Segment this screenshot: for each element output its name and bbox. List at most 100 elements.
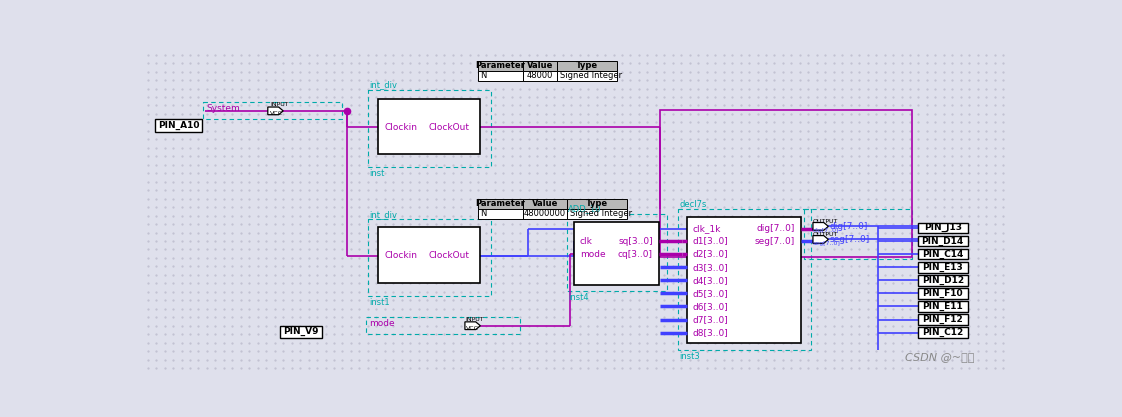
Text: N: N [480,71,487,80]
Bar [523,71,558,81]
Text: PIN_D14: PIN_D14 [921,236,964,246]
Text: d8[3..0]: d8[3..0] [692,328,728,337]
Bar [368,90,491,167]
Bar [367,317,521,334]
Bar [155,119,202,132]
Text: 48000000: 48000000 [524,209,567,218]
Text: clk_1k: clk_1k [692,224,720,233]
Text: VCC: VCC [270,111,283,116]
Bar [918,314,967,325]
Text: PIN_C14: PIN_C14 [922,249,964,259]
Bar [378,227,480,283]
Text: mode: mode [369,319,394,328]
Text: dig[7..0]: dig[7..0] [756,224,794,233]
Text: seg[7..0]: seg[7..0] [754,236,794,246]
Bar [918,223,967,233]
Bar [558,61,617,71]
Polygon shape [813,223,828,230]
Text: inst: inst [369,168,385,178]
Text: PIN_A10: PIN_A10 [158,121,200,130]
Text: int_div: int_div [369,80,397,89]
Bar [523,198,568,208]
Bar [918,249,967,259]
Text: Signed Integer: Signed Integer [560,71,622,80]
Bar [568,208,627,219]
Bar [478,208,523,219]
Text: Parameter: Parameter [476,199,525,208]
Text: int_div: int_div [369,210,397,219]
Text: inst4: inst4 [568,293,589,301]
Bar [918,288,967,299]
Text: d7[3..0]: d7[3..0] [692,315,728,324]
Text: Parameter: Parameter [476,61,525,70]
Text: INPUT: INPUT [466,317,485,322]
Text: ClockOut: ClockOut [429,251,469,260]
Text: PIN_D12: PIN_D12 [921,276,964,285]
Bar [478,61,523,71]
Bar [558,71,617,81]
Text: PIN_F10: PIN_F10 [922,289,963,298]
Text: d3[3..0]: d3[3..0] [692,263,728,272]
Text: d1[3..0]: d1[3..0] [692,236,728,246]
Polygon shape [268,107,283,115]
Bar [918,275,967,286]
Bar [574,222,659,285]
Text: PIN_J13: PIN_J13 [923,224,962,233]
Text: INPUT: INPUT [270,102,288,107]
Bar [661,110,911,257]
Bar [280,326,322,338]
Text: Value: Value [527,61,553,70]
Bar [678,209,810,350]
Bar [378,98,480,154]
Text: mode: mode [580,250,605,259]
Text: seg[7..0]: seg[7..0] [812,241,840,246]
Polygon shape [465,322,480,329]
Text: ClockOut: ClockOut [429,123,469,131]
Text: d4[3..0]: d4[3..0] [692,276,728,285]
Text: PIN_F12: PIN_F12 [922,315,963,324]
Text: sq[3..0]: sq[3..0] [618,236,653,246]
Bar [918,262,967,273]
Text: N: N [480,209,487,218]
Text: VCC: VCC [466,326,479,331]
Text: Value: Value [532,199,558,208]
Text: dig[7..0]: dig[7..0] [830,222,868,231]
Bar [918,327,967,338]
Text: d2[3..0]: d2[3..0] [692,250,728,259]
Bar [803,209,911,259]
Text: Clockin: Clockin [384,123,417,131]
Polygon shape [813,236,828,243]
Bar [918,236,967,246]
Bar [687,217,801,343]
Text: d5[3..0]: d5[3..0] [692,289,728,298]
Text: PIN_C12: PIN_C12 [922,328,964,337]
Bar [203,103,342,119]
Text: d6[3..0]: d6[3..0] [692,302,728,311]
Text: inst3: inst3 [680,352,700,361]
Text: cq[3..0]: cq[3..0] [618,250,653,259]
Bar [568,198,627,208]
Bar [523,208,568,219]
Text: decl7s: decl7s [680,200,707,208]
Text: OUTPUT: OUTPUT [812,232,837,237]
Text: System: System [206,104,240,113]
Text: ADD_10: ADD_10 [568,204,601,213]
Text: Clockin: Clockin [384,251,417,260]
Text: 48000: 48000 [527,71,553,80]
Text: Signed Integer: Signed Integer [570,209,632,218]
Text: PIN_E11: PIN_E11 [922,302,963,311]
Text: Type: Type [577,61,598,70]
Text: inst1: inst1 [369,298,390,307]
Text: CSDN @~莘莘: CSDN @~莘莘 [905,352,975,362]
Bar [368,219,491,296]
Text: OUTPUT: OUTPUT [812,219,837,224]
Bar [478,198,523,208]
Text: seg[7..0]: seg[7..0] [830,235,871,244]
Bar [567,214,666,291]
Bar [478,71,523,81]
Text: PIN_V9: PIN_V9 [284,327,319,337]
Text: clk: clk [580,236,592,246]
Text: Type: Type [587,199,608,208]
Bar [918,301,967,312]
Text: dig[7..0]: dig[7..0] [812,228,838,233]
